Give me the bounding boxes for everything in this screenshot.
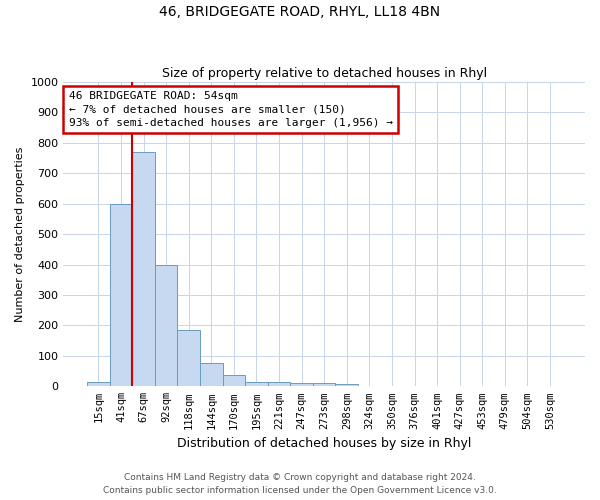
X-axis label: Distribution of detached houses by size in Rhyl: Distribution of detached houses by size …	[177, 437, 472, 450]
Bar	[313, 384, 335, 386]
Bar	[110, 204, 132, 386]
Bar	[87, 382, 110, 386]
Text: 46, BRIDGEGATE ROAD, RHYL, LL18 4BN: 46, BRIDGEGATE ROAD, RHYL, LL18 4BN	[160, 5, 440, 19]
Bar	[245, 382, 268, 386]
Title: Size of property relative to detached houses in Rhyl: Size of property relative to detached ho…	[161, 66, 487, 80]
Bar	[132, 152, 155, 386]
Bar	[335, 384, 358, 386]
Y-axis label: Number of detached properties: Number of detached properties	[15, 146, 25, 322]
Text: 46 BRIDGEGATE ROAD: 54sqm
← 7% of detached houses are smaller (150)
93% of semi-: 46 BRIDGEGATE ROAD: 54sqm ← 7% of detach…	[68, 91, 392, 128]
Bar	[178, 330, 200, 386]
Bar	[290, 383, 313, 386]
Bar	[223, 374, 245, 386]
Bar	[155, 264, 178, 386]
Text: Contains HM Land Registry data © Crown copyright and database right 2024.
Contai: Contains HM Land Registry data © Crown c…	[103, 474, 497, 495]
Bar	[200, 364, 223, 386]
Bar	[268, 382, 290, 386]
